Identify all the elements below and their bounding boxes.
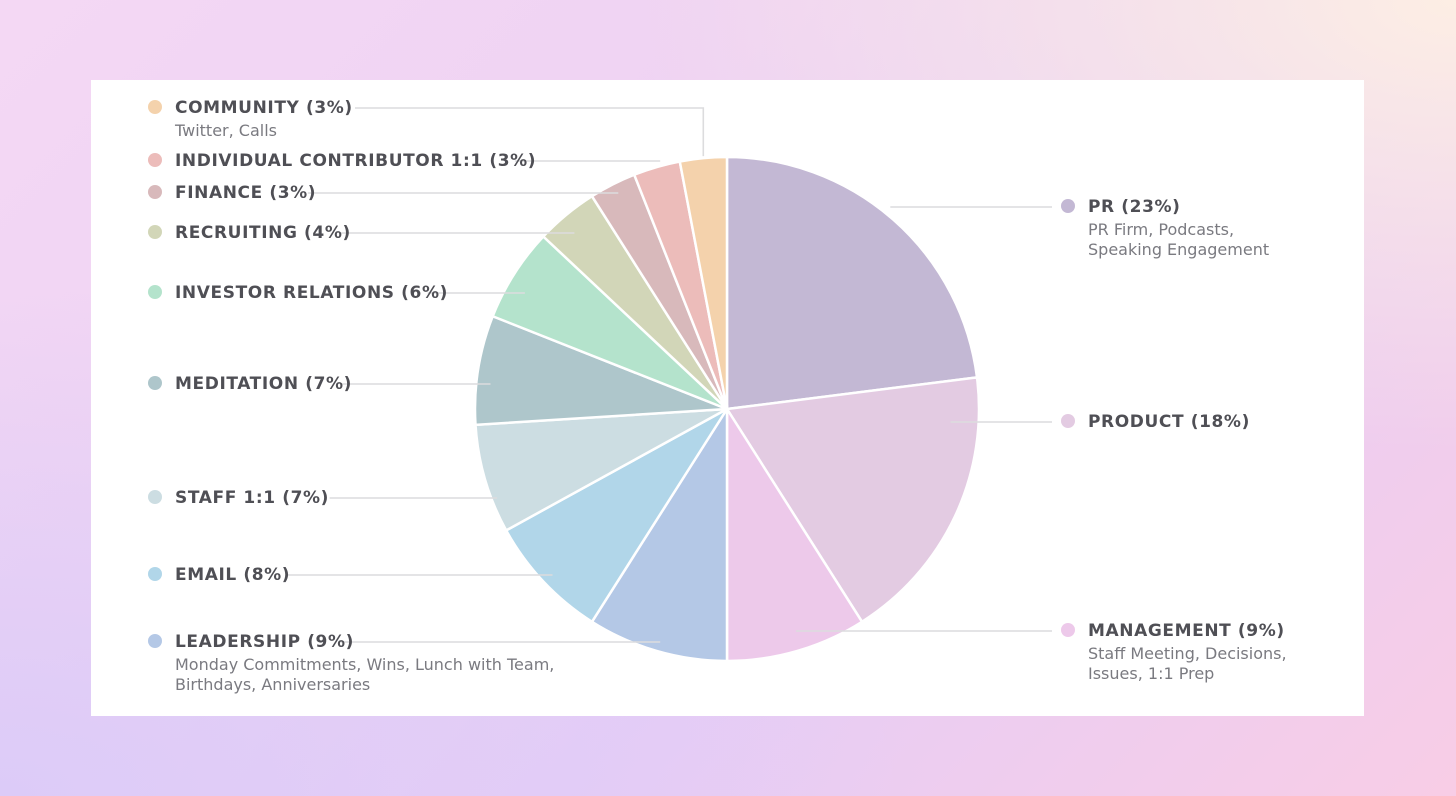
pie-slices (473, 155, 981, 663)
slice-community (678, 155, 729, 410)
legend-dot-product (1061, 414, 1075, 428)
legend-dot-email (148, 567, 162, 581)
slice-product (724, 376, 981, 624)
chart-card: PR (23%) PR Firm, Podcasts, Speaking Engag… (91, 80, 1364, 716)
slice-detail-pr: PR Firm, Podcasts, (1088, 220, 1234, 239)
leader-line-community (355, 107, 705, 157)
slice-label-meditation: MEDITATION (7%) (175, 374, 352, 394)
legend-dot-individual-contributor-1-1 (148, 153, 162, 167)
slice-meditation (473, 314, 728, 427)
legend-dot-meditation (148, 376, 162, 390)
slice-detail-pr: Speaking Engagement (1088, 240, 1269, 259)
slice-labels: PR (23%) PR Firm, Podcasts,Speaking Engag… (148, 98, 1287, 694)
legend-dot-community (148, 100, 162, 114)
slice-label-leadership: LEADERSHIP (9%) (175, 632, 354, 652)
slice-label-investor-relations: INVESTOR RELATIONS (6%) (175, 283, 448, 303)
legend-dot-leadership (148, 634, 162, 648)
slice-email (504, 407, 729, 624)
pie-chart: PR (23%) PR Firm, Podcasts,Speaking Engag… (148, 98, 1287, 694)
legend-dot-staff-1-1 (148, 490, 162, 504)
legend-dot-pr (1061, 199, 1075, 213)
legend-dot-investor-relations (148, 285, 162, 299)
slice-label-finance: FINANCE (3%) (175, 183, 316, 203)
slice-label-staff-1-1: STAFF 1:1 (7%) (175, 488, 329, 508)
leader-lines (286, 107, 1052, 643)
legend-dot-finance (148, 185, 162, 199)
legend-dot-recruiting (148, 225, 162, 239)
slice-label-pr: PR (23%) (1088, 197, 1181, 217)
slice-pr (725, 155, 979, 411)
slice-leadership (590, 404, 729, 663)
slice-label-individual-contributor-1-1: INDIVIDUAL CONTRIBUTOR 1:1 (3%) (175, 151, 536, 171)
slice-label-management: MANAGEMENT (9%) (1088, 621, 1285, 641)
slice-detail-leadership: Birthdays, Anniversaries (175, 675, 370, 694)
slice-management (725, 404, 864, 663)
slice-detail-management: Staff Meeting, Decisions, (1088, 644, 1287, 663)
slice-detail-management: Issues, 1:1 Prep (1088, 664, 1214, 683)
slice-label-product: PRODUCT (18%) (1088, 412, 1250, 432)
slice-staff-1-1 (474, 407, 728, 533)
slice-detail-community: Twitter, Calls (174, 121, 277, 140)
slice-label-recruiting: RECRUITING (4%) (175, 223, 351, 243)
slice-label-community: COMMUNITY (3%) (175, 98, 353, 118)
slice-label-email: EMAIL (8%) (175, 565, 290, 585)
legend-dot-management (1061, 623, 1075, 637)
slice-detail-leadership: Monday Commitments, Wins, Lunch with Tea… (175, 655, 554, 674)
